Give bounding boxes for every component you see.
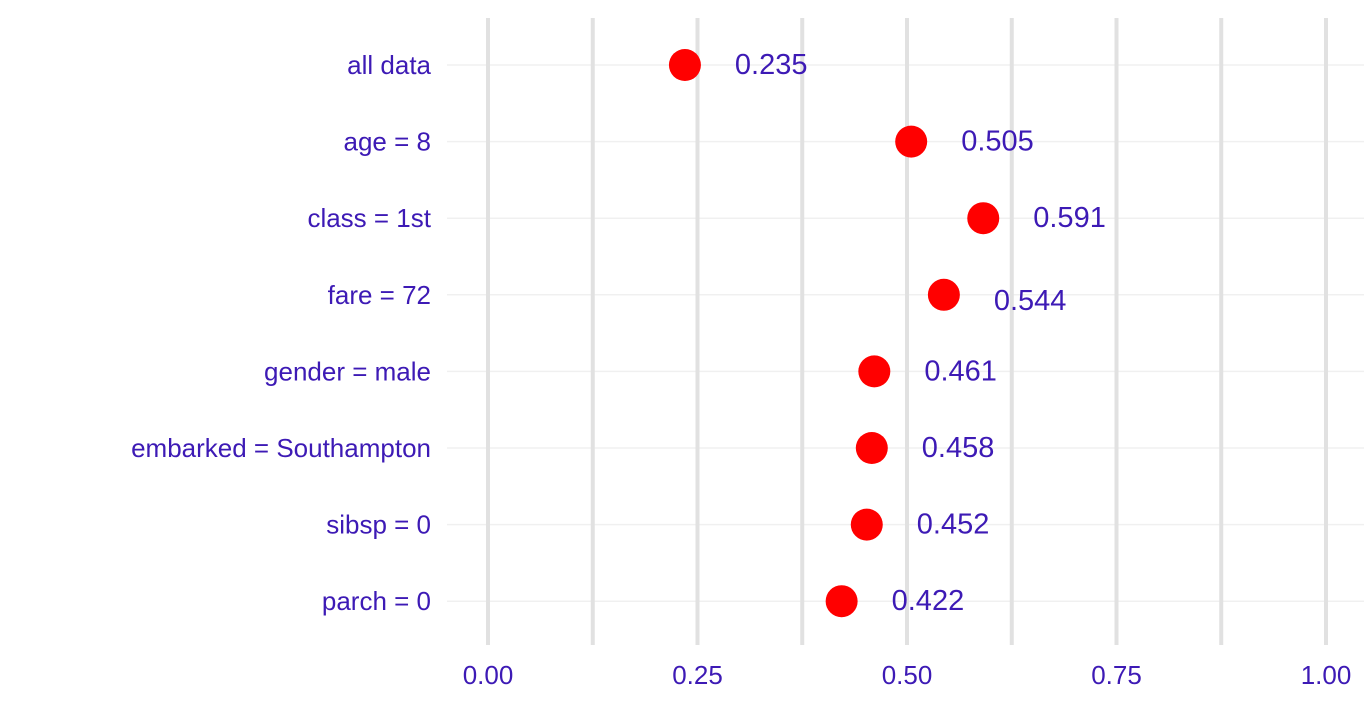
data-point [825,585,858,618]
data-point [895,125,928,158]
data-label: 0.591 [1033,202,1106,234]
data-label: 0.544 [994,285,1067,317]
x-tick-label: 0.50 [882,660,933,690]
data-point [850,508,883,541]
data-point [668,49,701,81]
data-label: 0.422 [892,585,965,617]
grid [447,18,1364,645]
x-tick-label: 1.00 [1301,660,1352,690]
data-point [967,202,1000,235]
category-label: embarked = Southampton [131,433,431,463]
category-label: sibsp = 0 [326,510,431,540]
category-label: class = 1st [307,203,431,233]
category-label: all data [347,50,431,80]
x-tick-label: 0.75 [1091,660,1142,690]
x-tick-labels: 0.00 0.25 0.50 0.75 1.00 [463,660,1352,690]
data-point [927,278,960,311]
data-label: 0.505 [961,126,1034,158]
category-label: fare = 72 [328,280,431,310]
category-label: gender = male [264,356,431,386]
points [668,49,1000,618]
data-point [858,355,891,388]
data-label: 0.458 [922,432,995,464]
data-label: 0.235 [735,49,808,81]
data-labels: 0.235 0.505 0.591 0.544 0.461 0.458 0.452 0.422 [735,49,1106,617]
category-labels: all data age = 8 class = 1st fare = 72 gende… [131,50,432,616]
x-tick-label: 0.00 [463,660,514,690]
data-label: 0.461 [924,355,997,387]
data-point [855,432,888,464]
category-label: parch = 0 [322,586,431,616]
data-label: 0.452 [917,509,990,541]
x-tick-label: 0.25 [672,660,723,690]
category-label: age = 8 [344,127,431,157]
